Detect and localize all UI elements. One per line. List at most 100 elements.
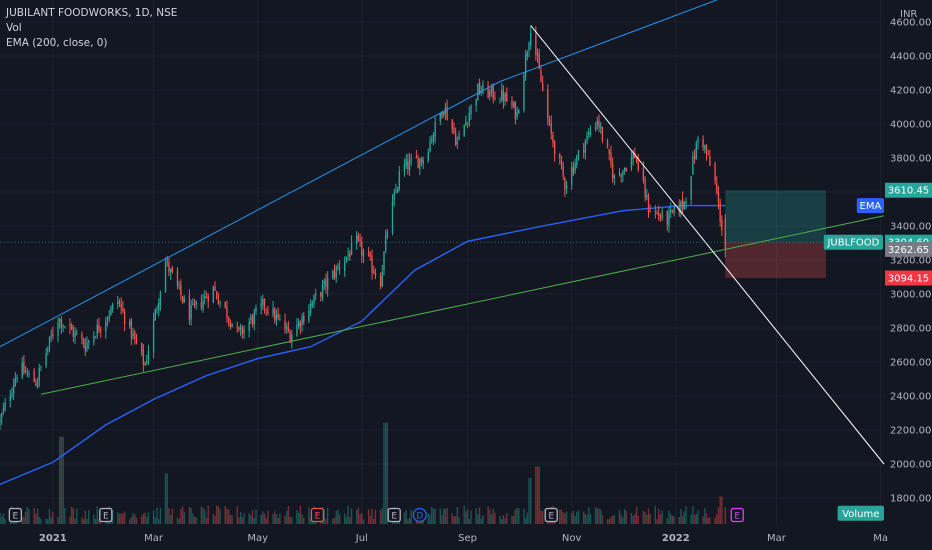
volume-bar bbox=[524, 517, 527, 524]
volume-bar bbox=[704, 508, 706, 524]
x-tick-label: Sep bbox=[458, 533, 477, 544]
volume-bar bbox=[82, 519, 85, 524]
earnings-marker[interactable]: E bbox=[544, 507, 558, 523]
candle-body bbox=[33, 371, 35, 383]
candle-body bbox=[589, 132, 592, 135]
candle-body bbox=[642, 168, 645, 181]
y-tick-label: 3200.00 bbox=[890, 256, 931, 267]
candle-body bbox=[385, 235, 387, 251]
event-marker-label: E bbox=[315, 512, 321, 522]
price-tag-value-box bbox=[885, 241, 932, 257]
volume-bar bbox=[178, 518, 180, 524]
volume-bar bbox=[523, 508, 525, 524]
volume-bar bbox=[144, 512, 146, 524]
candle-body bbox=[69, 324, 71, 327]
candle-body bbox=[504, 93, 506, 101]
candle-body bbox=[586, 135, 588, 142]
candle-body bbox=[84, 345, 87, 351]
long-position-tool[interactable] bbox=[725, 190, 826, 278]
candle-body bbox=[47, 347, 49, 352]
candle-body bbox=[349, 253, 351, 258]
earnings-marker[interactable]: E bbox=[387, 507, 401, 523]
volume-bar bbox=[721, 496, 723, 524]
volume-bar bbox=[117, 512, 119, 524]
candle-body bbox=[106, 318, 109, 321]
candle-body bbox=[164, 261, 167, 292]
volume-bar bbox=[429, 514, 431, 524]
candle-body bbox=[255, 307, 257, 312]
volume-bar bbox=[169, 515, 172, 524]
volume-bar bbox=[277, 517, 279, 524]
candle-body bbox=[511, 100, 513, 107]
y-tick-label: 1800.00 bbox=[890, 494, 931, 505]
volume-bar bbox=[33, 507, 35, 524]
volume-bar bbox=[480, 518, 482, 524]
candle-body bbox=[637, 161, 639, 170]
trendline-drawings[interactable] bbox=[0, 0, 885, 465]
event-marker-label: E bbox=[734, 512, 740, 522]
candle-body bbox=[361, 241, 363, 256]
candle-body bbox=[490, 86, 493, 92]
volume-bar bbox=[0, 512, 1, 524]
volume-bar bbox=[625, 511, 627, 524]
candle-body bbox=[205, 297, 208, 299]
candle-body bbox=[620, 174, 622, 177]
earnings-marker[interactable]: E bbox=[730, 507, 744, 523]
volume-bar bbox=[129, 519, 131, 524]
volume-bar bbox=[600, 509, 602, 524]
volume-bar bbox=[681, 515, 684, 524]
volume-bar bbox=[274, 511, 276, 524]
volume-bar bbox=[28, 508, 30, 524]
volume-bar bbox=[565, 511, 568, 524]
candle-body bbox=[373, 271, 375, 274]
volume-bar bbox=[367, 509, 370, 524]
candle-body bbox=[666, 211, 668, 225]
earnings-marker[interactable]: E bbox=[99, 507, 113, 523]
earnings-marker[interactable]: E bbox=[310, 507, 325, 523]
volume-bar bbox=[60, 436, 63, 524]
volume-bar bbox=[297, 512, 300, 524]
volume-bar bbox=[84, 510, 87, 524]
candle-body bbox=[584, 141, 587, 154]
volume-legend[interactable]: Vol bbox=[6, 22, 22, 34]
candle-body bbox=[0, 419, 1, 423]
candle-body bbox=[717, 192, 720, 203]
candle-body bbox=[59, 318, 61, 322]
candle-body bbox=[671, 210, 674, 212]
volume-bar bbox=[463, 505, 465, 524]
candle-body bbox=[443, 112, 445, 116]
volume-bar bbox=[176, 517, 179, 524]
volume-bar bbox=[572, 510, 575, 524]
volume-bar bbox=[243, 513, 245, 524]
volume-bar bbox=[678, 517, 680, 524]
volume-bar bbox=[542, 511, 544, 524]
candle-body bbox=[417, 158, 419, 168]
candle-body bbox=[82, 339, 85, 346]
volume-bar bbox=[606, 519, 609, 524]
candle-body bbox=[88, 340, 90, 343]
volume-bar bbox=[630, 512, 633, 524]
volume-bar bbox=[335, 510, 337, 524]
ema-legend[interactable]: EMA (200, close, 0) bbox=[6, 37, 108, 49]
candle-body bbox=[303, 315, 305, 322]
volume-bar bbox=[538, 466, 540, 524]
volume-bar bbox=[227, 509, 230, 524]
symbol-title[interactable]: JUBILANT FOODWORKS, 1D, NSE bbox=[6, 7, 178, 19]
dividend-marker[interactable]: D bbox=[412, 507, 427, 523]
candle-body bbox=[644, 179, 646, 198]
price-tag-label-box bbox=[856, 198, 884, 214]
y-tick-label: 2800.00 bbox=[890, 324, 931, 335]
earnings-marker[interactable]: E bbox=[8, 507, 23, 523]
candle-body bbox=[265, 309, 267, 311]
candle-body bbox=[345, 256, 348, 261]
volume-bar bbox=[458, 516, 460, 524]
candle-body bbox=[622, 170, 624, 175]
candle-body bbox=[123, 311, 126, 324]
candle-body bbox=[704, 145, 706, 150]
volume-bar bbox=[654, 505, 657, 524]
y-tick-label: 2000.00 bbox=[890, 460, 931, 471]
candle-body bbox=[64, 325, 66, 327]
candle-body bbox=[279, 318, 281, 320]
